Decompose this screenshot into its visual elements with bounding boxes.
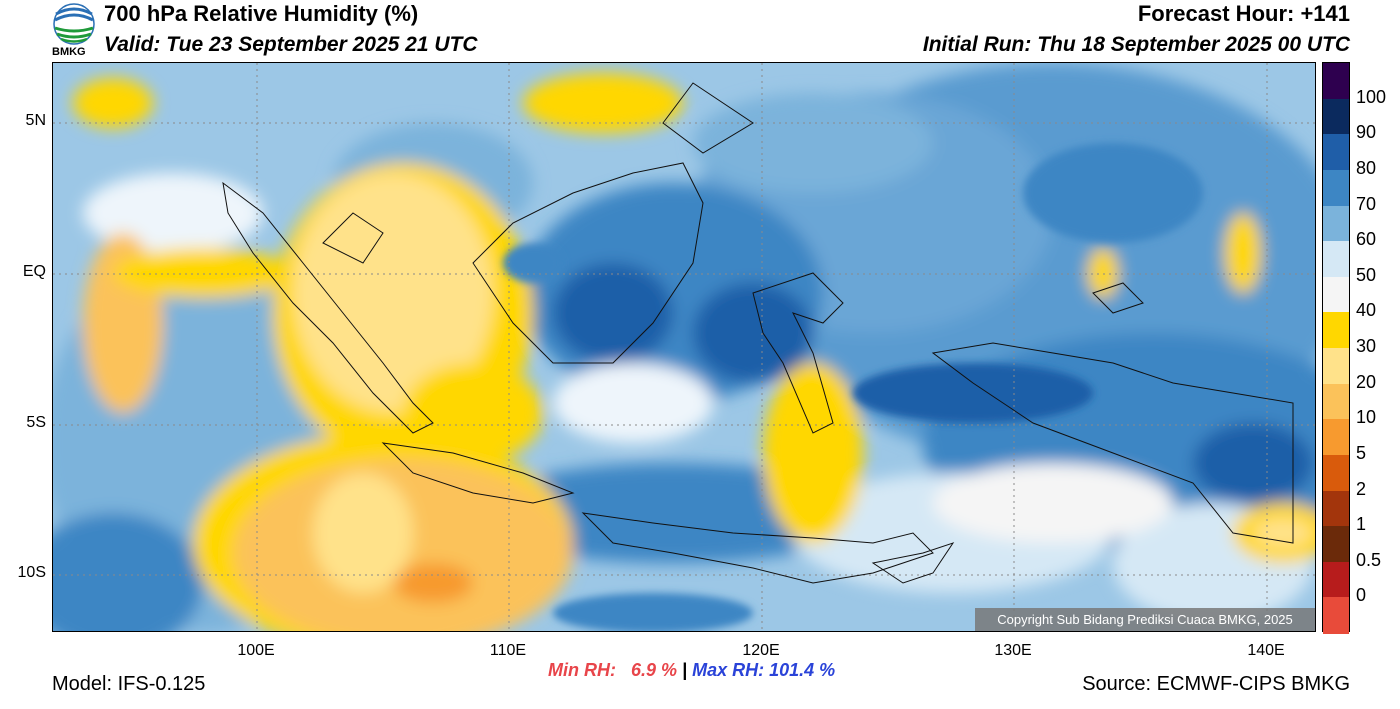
colorbar-label: 0.5 xyxy=(1356,549,1382,570)
map-gridlines xyxy=(53,63,1315,631)
colorbar-label: 10 xyxy=(1356,407,1377,428)
humidity-map xyxy=(52,62,1316,632)
valid-time: Valid: Tue 23 September 2025 21 UTC xyxy=(104,33,478,56)
colorbar-segment xyxy=(1323,526,1349,563)
max-rh-value: 101.4 % xyxy=(769,660,836,680)
colorbar-label: 90 xyxy=(1356,122,1377,143)
min-rh-label: Min RH: xyxy=(548,660,616,680)
lon-tick-130e: 130E xyxy=(994,642,1032,659)
lat-tick-10s: 10S xyxy=(17,564,46,581)
copyright-notice: Copyright Sub Bidang Prediksi Cuaca BMKG… xyxy=(975,608,1315,631)
colorbar-label: 50 xyxy=(1356,264,1377,285)
colorbar-segment xyxy=(1323,241,1349,278)
stats-separator: | xyxy=(682,660,688,680)
colorbar-segment xyxy=(1323,98,1349,135)
colorbar-segment xyxy=(1323,561,1349,598)
lat-tick-5n: 5N xyxy=(25,112,46,129)
colorbar-label: 2 xyxy=(1356,478,1367,499)
max-rh-label: Max RH: xyxy=(692,660,765,680)
lat-tick-5s: 5S xyxy=(26,414,46,431)
colorbar-label: 80 xyxy=(1356,157,1377,178)
colorbar-segment xyxy=(1323,597,1349,634)
humidity-detail xyxy=(503,143,1203,631)
colorbar-segment xyxy=(1323,276,1349,313)
coastlines xyxy=(222,82,1294,584)
colorbar-label: 30 xyxy=(1356,336,1377,356)
map-title: 700 hPa Relative Humidity (%) xyxy=(104,1,419,26)
logo-text: BMKG xyxy=(52,46,86,58)
initial-run: Initial Run: Thu 18 September 2025 00 UT… xyxy=(922,33,1350,56)
min-rh-value: 6.9 % xyxy=(631,660,678,680)
bmkg-logo: BMKG xyxy=(52,2,100,60)
colorbar-label: 0 xyxy=(1356,585,1367,606)
lon-tick-120e: 120E xyxy=(742,642,780,659)
colorbar-segment xyxy=(1323,348,1349,385)
max-rh: Max RH: 101.4 % xyxy=(692,660,835,680)
rh-stats: Min RH: 6.9 % | Max RH: 101.4 % xyxy=(548,660,835,681)
min-rh: Min RH: 6.9 % xyxy=(548,660,677,680)
colorbar-segment xyxy=(1323,312,1349,349)
colorbar-segment xyxy=(1323,490,1349,527)
lon-tick-100e: 100E xyxy=(237,642,275,659)
humidity-map-canvas xyxy=(53,63,1315,631)
colorbar-label: 60 xyxy=(1356,229,1377,250)
colorbar-label: 5 xyxy=(1356,442,1367,463)
colorbar-segment xyxy=(1323,419,1349,456)
lon-tick-110e: 110E xyxy=(489,642,527,659)
colorbar-label: 40 xyxy=(1356,300,1377,321)
humidity-field xyxy=(53,63,1315,631)
colorbar-label: 100 xyxy=(1356,86,1387,107)
lon-tick-140e: 140E xyxy=(1247,642,1285,659)
colorbar-segment xyxy=(1323,383,1349,420)
colorbar-segment xyxy=(1323,134,1349,171)
forecast-hour: Forecast Hour: +141 xyxy=(1137,1,1350,26)
colorbar-segment xyxy=(1323,169,1349,206)
colorbar-label: 70 xyxy=(1356,193,1377,214)
bmkg-logo-icon xyxy=(53,3,95,45)
model-label: Model: IFS-0.125 xyxy=(52,673,206,695)
source-label: Source: ECMWF-CIPS BMKG xyxy=(1082,673,1350,695)
colorbar-label: 20 xyxy=(1356,371,1377,392)
lat-tick-eq: EQ xyxy=(22,263,46,280)
colorbar-segment xyxy=(1323,63,1349,100)
colorbar-segment xyxy=(1323,454,1349,491)
colorbar-segment xyxy=(1323,205,1349,242)
colorbar xyxy=(1322,62,1350,634)
colorbar-label: 1 xyxy=(1356,514,1367,535)
